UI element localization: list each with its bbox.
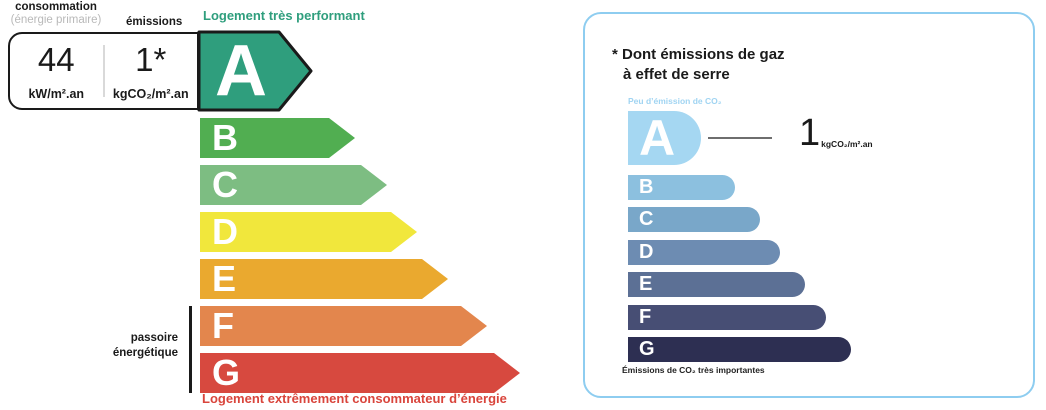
ges-panel: [583, 12, 1035, 398]
grade-bar-e: E: [628, 272, 805, 297]
grade-bar-c: C: [628, 207, 760, 232]
consumption-unit: kW/m².an: [28, 87, 85, 101]
grade-letter-c: C: [639, 208, 654, 230]
grade-bar-d: D: [200, 212, 417, 252]
caption-bottom: Logement extrêmement consommateur d’éner…: [202, 391, 507, 406]
grade-letter-a: A: [215, 31, 267, 111]
score-box: 44 kW/m².an 1* kgCO₂/m².an: [8, 32, 199, 110]
grade-bar-c: C: [200, 165, 387, 205]
grade-letter-e: E: [212, 258, 237, 299]
emissions-header: émissions: [126, 16, 183, 28]
ges-title-line2: à effet de serre: [623, 65, 730, 83]
grade-bar-b: B: [628, 175, 735, 200]
grade-letter-g: G: [639, 338, 655, 360]
ges-value: 1: [799, 112, 821, 154]
ges-pointer-line: [708, 137, 772, 139]
ges-scale-bottom-label: Émissions de CO₂ très importantes: [622, 365, 765, 375]
ges-value-unit: kgCO₂/m².an: [821, 139, 873, 149]
grade-bar-f: F: [628, 305, 826, 330]
consumption-value: 44: [37, 41, 75, 78]
grade-bar-b: B: [200, 118, 355, 158]
ges-title-line1: * Dont émissions de gaz: [612, 46, 785, 63]
grade-letter-f: F: [639, 306, 652, 328]
consumption-subheader: (énergie primaire): [10, 14, 102, 26]
grade-letter-e: E: [639, 273, 653, 295]
grade-bar-g: G: [628, 337, 851, 362]
grade-letter-g: G: [212, 352, 241, 393]
emissions-unit: kgCO₂/m².an: [112, 87, 189, 101]
grade-letter-f: F: [212, 305, 234, 346]
emissions-value: 1*: [135, 41, 167, 78]
ges-scale-top-label: Peu d’émission de CO₂: [628, 96, 722, 106]
grade-letter-a: A: [639, 110, 676, 166]
grade-letter-b: B: [639, 176, 654, 198]
score-divider: [102, 45, 105, 97]
emissions-cell: 1* kgCO₂/m².an: [105, 34, 198, 108]
consumption-header: consommation: [15, 1, 97, 13]
sink-bracket-line: [189, 306, 192, 393]
sink-label-line2: énergétique: [112, 346, 178, 359]
grade-bar-e: E: [200, 259, 448, 299]
grade-letter-c: C: [212, 164, 238, 205]
ges-title: * Dont émissions de gaz à effet de serre: [612, 45, 785, 84]
grade-bar-a: A: [628, 111, 701, 165]
grade-letter-d: D: [639, 241, 654, 263]
grade-letter-b: B: [212, 117, 238, 158]
grade-bar-g: G: [200, 353, 520, 393]
sink-label-line1: passoire: [130, 332, 178, 344]
grade-bar-d: D: [628, 240, 780, 265]
grade-arrow-a: [197, 30, 313, 112]
grade-bar-f: F: [200, 306, 487, 346]
grade-letter-d: D: [212, 211, 238, 252]
ges-value-group: 1 kgCO₂/m².an: [799, 114, 873, 152]
sink-label: passoire énergétique: [64, 331, 178, 360]
caption-top: Logement très performant: [203, 8, 365, 23]
consumption-cell: 44 kW/m².an: [10, 34, 103, 108]
